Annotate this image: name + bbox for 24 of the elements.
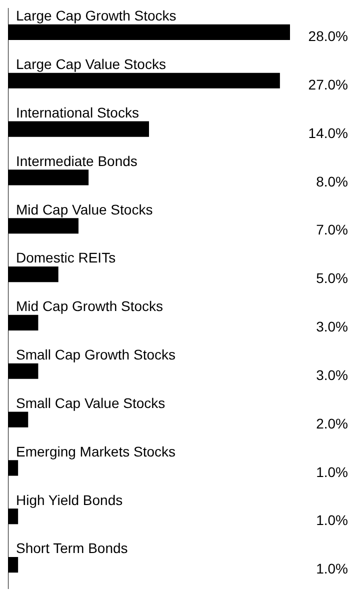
- data-label: 3.0%: [316, 318, 348, 335]
- data-label: 27.0%: [308, 76, 348, 92]
- y-tick-label: Mid Cap Value Stocks: [16, 201, 153, 218]
- y-tick-label: Large Cap Growth Stocks: [16, 8, 176, 24]
- y-tick-label: Large Cap Value Stocks: [16, 56, 166, 72]
- data-label: 8.0%: [316, 173, 348, 190]
- data-label: 14.0%: [308, 124, 348, 141]
- y-tick-label: Emerging Markets Stocks: [16, 443, 176, 460]
- data-label: 2.0%: [316, 415, 348, 432]
- y-tick-label: High Yield Bonds: [16, 492, 123, 508]
- data-label: 5.0%: [316, 270, 348, 286]
- data-label: 1.0%: [316, 512, 348, 528]
- data-label: 1.0%: [316, 464, 348, 480]
- y-tick-label: Intermediate Bonds: [16, 152, 138, 169]
- y-tick-label: Small Cap Value Stocks: [16, 394, 166, 411]
- y-tick-label: Small Cap Growth Stocks: [16, 346, 176, 363]
- y-tick-label: Short Term Bonds: [16, 540, 128, 556]
- data-label: 7.0%: [316, 222, 348, 238]
- y-tick-label: Domestic REITs: [16, 250, 116, 266]
- y-tick-label: International Stocks: [16, 104, 139, 120]
- y-tick-label: Mid Cap Growth Stocks: [16, 298, 164, 314]
- data-label: 1.0%: [316, 560, 348, 577]
- data-label: 28.0%: [308, 28, 348, 44]
- data-label: 3.0%: [316, 366, 348, 383]
